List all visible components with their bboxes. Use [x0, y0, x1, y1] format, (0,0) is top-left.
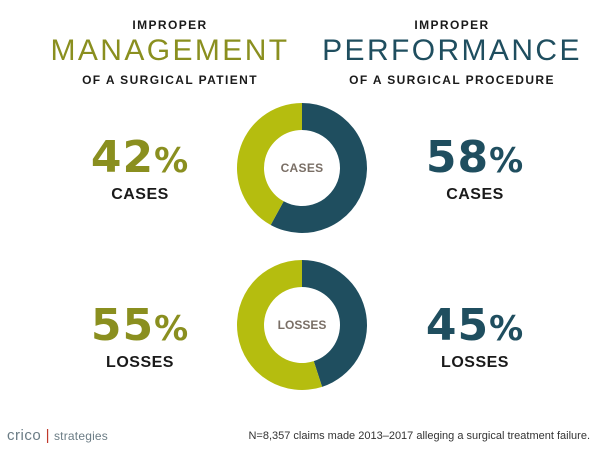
management-losses-label: LOSSES — [106, 354, 174, 371]
right-header-performance: PERFORMANCE — [322, 34, 582, 67]
right-header-subtitle: OF A SURGICAL PROCEDURE — [349, 73, 555, 87]
management-losses-slice — [236, 260, 323, 390]
left-header-improper: IMPROPER — [132, 18, 208, 32]
performance-cases-percent: 58% — [425, 132, 525, 183]
right-header-improper: IMPROPER — [414, 18, 490, 32]
footnote: N=8,357 claims made 2013–2017 alleging a… — [248, 430, 590, 442]
logo-strategies-text: strategies — [53, 429, 109, 443]
losses-donut-center-label: LOSSES — [278, 318, 327, 332]
management-cases-percent: 42% — [90, 132, 190, 183]
management-cases-label: CASES — [111, 186, 169, 203]
performance-cases-slice — [270, 103, 367, 233]
left-header-subtitle: OF A SURGICAL PATIENT — [82, 73, 258, 87]
logo-separator: | — [45, 427, 50, 444]
performance-losses-label: LOSSES — [441, 354, 509, 371]
performance-losses-percent: 45% — [425, 300, 525, 351]
performance-cases-label: CASES — [446, 186, 504, 203]
management-losses-percent: 55% — [90, 300, 190, 351]
performance-losses-slice — [302, 260, 367, 387]
management-cases-slice — [237, 103, 302, 225]
left-header-management: MANAGEMENT — [50, 34, 290, 67]
losses-donut-chart: LOSSES — [236, 260, 367, 390]
cases-donut-chart: CASES — [237, 103, 367, 233]
crico-strategies-logo: crico | strategies — [7, 427, 108, 445]
cases-donut-center-label: CASES — [281, 161, 324, 175]
logo-crico-text: crico — [7, 427, 42, 444]
